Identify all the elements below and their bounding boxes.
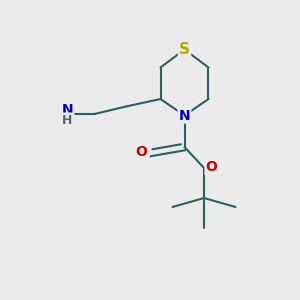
- Text: N: N: [179, 109, 190, 122]
- Text: O: O: [136, 145, 148, 159]
- Text: S: S: [179, 42, 190, 57]
- Text: O: O: [206, 160, 218, 174]
- Text: N: N: [62, 103, 73, 117]
- Text: H: H: [62, 113, 73, 127]
